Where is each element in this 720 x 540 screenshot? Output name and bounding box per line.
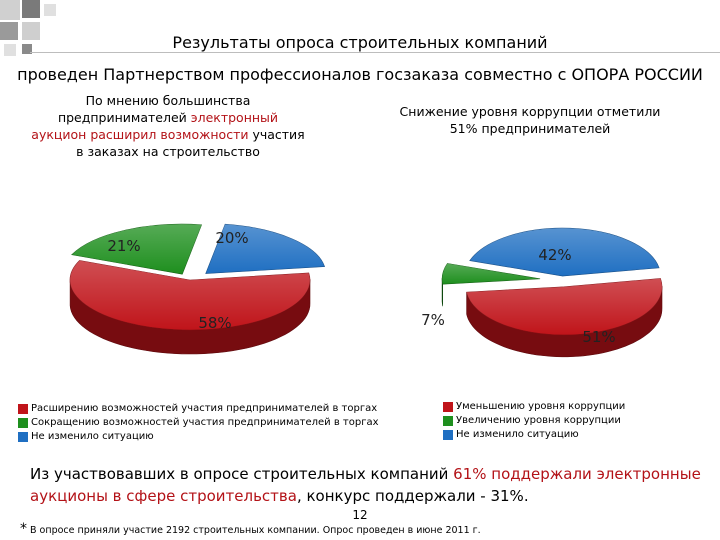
left-legend: Расширению возможностей участия предприн… <box>18 402 379 444</box>
footnote-star: * <box>20 521 27 537</box>
left-chart-title: По мнению большинства предпринимателей э… <box>18 92 318 160</box>
legend-item: Не изменило ситуацию <box>443 428 625 442</box>
right-pie-data-label: 7% <box>421 311 445 329</box>
summary-part: , конкурс поддержали - 31%. <box>296 487 529 505</box>
footnote: * В опросе приняли участие 2192 строител… <box>20 521 481 537</box>
left-title-part-highlight: аукцион расширил возможности <box>31 127 249 142</box>
summary-highlight: 61% поддержали электронные аукционы в сф… <box>30 465 701 505</box>
legend-swatch <box>443 402 453 412</box>
right-pie-slice-gloss <box>469 228 660 277</box>
left-pie-slice-gloss <box>205 224 325 274</box>
decor-square <box>0 22 18 40</box>
left-pie-data-label: 58% <box>198 314 231 332</box>
decor-square <box>44 4 56 16</box>
legend-item: Расширению возможностей участия предприн… <box>18 402 379 416</box>
decor-square <box>22 44 32 54</box>
right-pie-data-label: 42% <box>538 246 571 264</box>
decor-square <box>22 0 40 18</box>
left-title-part: в заказах на строительство <box>76 144 260 159</box>
left-title-part: участия <box>248 127 305 142</box>
legend-item: Увеличению уровня коррупции <box>443 414 625 428</box>
left-title-part: предпринимателей <box>57 110 191 125</box>
legend-swatch <box>443 416 453 426</box>
page-number: 12 <box>352 508 368 522</box>
legend-label: Не изменило ситуацию <box>31 431 154 442</box>
legend-label: Не изменило ситуацию <box>456 429 579 440</box>
legend-item: Уменьшению уровня коррупции <box>443 400 625 414</box>
right-pie-data-label: 51% <box>582 328 615 346</box>
legend-swatch <box>18 432 28 442</box>
decor-line <box>30 52 720 53</box>
decor-square <box>0 0 20 20</box>
left-title-part-highlight: электронный <box>190 110 279 125</box>
page-title: Результаты опроса строительных компаний <box>172 33 548 52</box>
summary-part: Из участвовавших в опросе строительных к… <box>30 465 454 483</box>
decor-square <box>4 44 16 56</box>
left-pie-slice-gloss <box>69 260 310 331</box>
legend-label: Сокращению возможностей участия предприн… <box>31 417 379 428</box>
legend-label: Расширению возможностей участия предприн… <box>31 403 378 414</box>
legend-item: Сокращению возможностей участия предприн… <box>18 416 379 430</box>
legend-label: Уменьшению уровня коррупции <box>456 401 626 412</box>
page-subtitle: проведен Партнерством профессионалов гос… <box>17 65 703 84</box>
legend-swatch <box>18 418 28 428</box>
summary-text: Из участвовавших в опросе строительных к… <box>30 463 710 507</box>
right-legend: Уменьшению уровня коррупции Увеличению у… <box>443 400 625 442</box>
left-title-part: По мнению большинства <box>85 93 251 108</box>
legend-swatch <box>18 404 28 414</box>
decor-square <box>22 22 40 40</box>
legend-swatch <box>443 430 453 440</box>
left-pie-data-label: 21% <box>107 237 140 255</box>
pie-chart-right: 51% 7% 42% <box>421 227 663 358</box>
left-pie-slice-gloss <box>71 224 202 275</box>
left-pie-data-label: 20% <box>215 229 248 247</box>
right-title-line: Снижение уровня коррупции отметили <box>399 104 661 119</box>
legend-item: Не изменило ситуацию <box>18 430 379 444</box>
pie-chart-left: 58% 21% 20% <box>69 223 326 355</box>
right-title-line: 51% предпринимателей <box>449 121 611 136</box>
legend-label: Увеличению уровня коррупции <box>456 415 621 426</box>
right-pie-slice-gloss <box>466 278 663 335</box>
footnote-text: В опросе приняли участие 2192 строительн… <box>27 525 481 536</box>
right-pie-slice-gloss <box>442 263 541 285</box>
right-chart-title: Снижение уровня коррупции отметили 51% п… <box>380 103 680 137</box>
